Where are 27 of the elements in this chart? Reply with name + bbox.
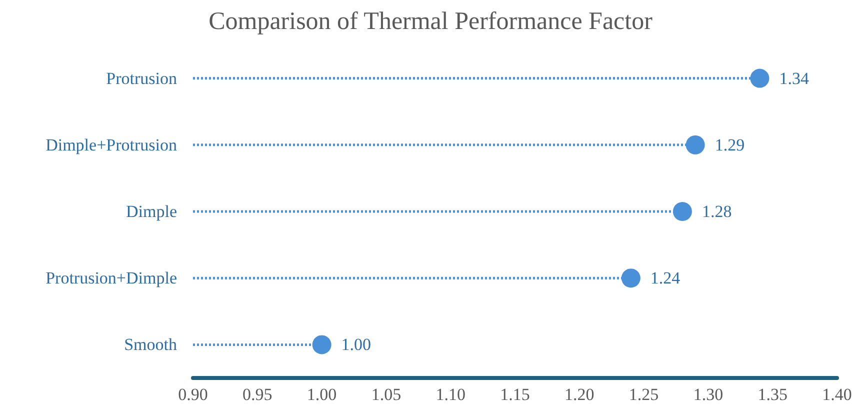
x-tick-label: 1.30 <box>693 385 724 404</box>
x-tick-label: 1.25 <box>628 385 659 404</box>
point <box>686 135 705 154</box>
x-tick-label: 1.40 <box>822 385 852 404</box>
y-tick-label: Protrusion <box>106 68 178 88</box>
x-tick-label: 1.10 <box>436 385 466 404</box>
data-label: 1.34 <box>779 68 810 88</box>
x-tick-label: 1.35 <box>758 385 788 404</box>
y-tick-label: Dimple <box>126 202 177 221</box>
y-tick-label: Protrusion+Dimple <box>46 268 177 288</box>
data-label: 1.00 <box>341 335 372 354</box>
y-tick-label: Dimple+Protrusion <box>46 135 178 154</box>
chart-title: Comparison of Thermal Performance Factor <box>208 8 654 35</box>
data-label: 1.29 <box>714 135 745 154</box>
point <box>672 202 692 221</box>
point <box>750 68 770 88</box>
y-tick-label: Smooth <box>124 335 178 354</box>
data-label: 1.28 <box>702 202 732 221</box>
x-tick-label: 0.95 <box>242 385 272 404</box>
x-tick-label: 1.15 <box>500 385 530 404</box>
point <box>621 268 640 288</box>
x-tick-label: 1.05 <box>371 385 402 404</box>
data-label: 1.24 <box>650 268 681 288</box>
x-tick-label: 1.20 <box>564 385 594 404</box>
point <box>312 335 332 354</box>
x-tick-label: 1.00 <box>306 385 337 404</box>
x-tick-label: 0.90 <box>178 385 208 404</box>
